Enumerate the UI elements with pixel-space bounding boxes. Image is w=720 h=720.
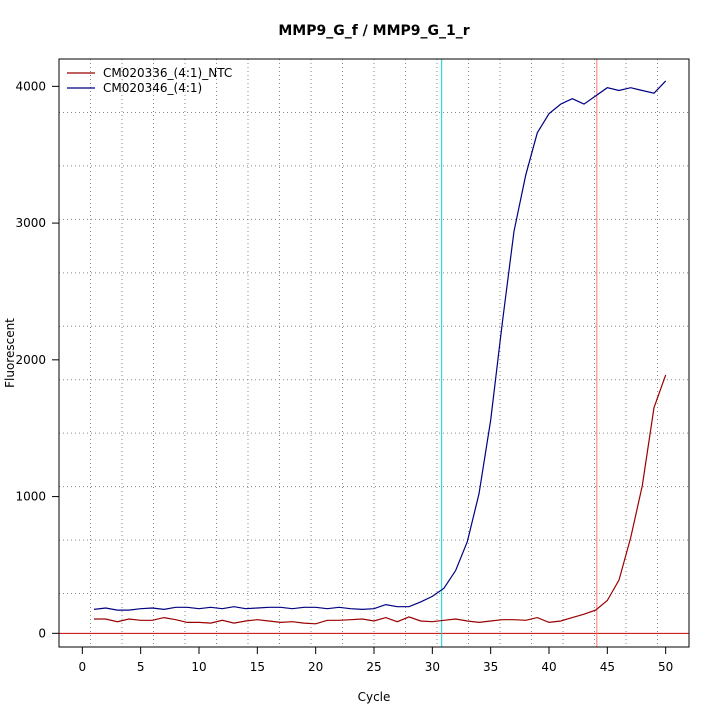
y-tick-label: 2000: [15, 353, 46, 367]
x-tick-label: 25: [366, 660, 381, 674]
legend-label: CM020346_(4:1): [103, 81, 202, 95]
y-tick-label: 4000: [15, 79, 46, 93]
series-lines: [93, 80, 667, 625]
legend-label: CM020336_(4:1)_NTC: [103, 66, 232, 80]
x-tick-label: 0: [79, 660, 87, 674]
vertical-markers: [441, 59, 598, 647]
y-tick-label: 1000: [15, 490, 46, 504]
chart-title: MMP9_G_f / MMP9_G_1_r: [278, 23, 469, 39]
x-tick-label: 15: [250, 660, 265, 674]
y-axis-label: Fluorescent: [3, 318, 17, 388]
series-line: [93, 80, 667, 611]
y-tick-label: 3000: [15, 216, 46, 230]
grid: [59, 59, 689, 647]
x-tick-label: 20: [308, 660, 323, 674]
x-tick-label: 40: [541, 660, 556, 674]
x-tick-label: 50: [658, 660, 673, 674]
series-line: [94, 374, 667, 625]
x-tick-label: 45: [600, 660, 615, 674]
y-tick-label: 0: [38, 626, 46, 640]
x-tick-label: 30: [425, 660, 440, 674]
plot-border: [58, 58, 690, 648]
x-tick-label: 5: [137, 660, 145, 674]
axes: 0 5 10 15 20 25 30 35 40 45 50 0 1000 2000 3000 4000: [15, 79, 673, 674]
x-tick-label: 10: [191, 660, 206, 674]
x-axis-label: Cycle: [358, 690, 391, 704]
x-tick-label: 35: [483, 660, 498, 674]
